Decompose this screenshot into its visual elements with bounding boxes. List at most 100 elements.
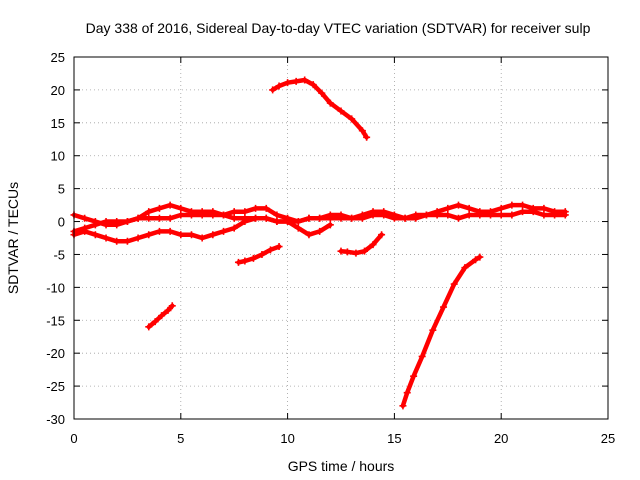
data-point bbox=[472, 256, 480, 264]
data-point bbox=[275, 82, 283, 90]
data-point bbox=[145, 231, 153, 239]
data-point bbox=[418, 352, 426, 360]
data-point bbox=[113, 218, 121, 226]
data-point bbox=[465, 204, 473, 212]
data-point bbox=[145, 214, 153, 222]
data-point bbox=[294, 224, 302, 232]
data-point bbox=[508, 201, 516, 209]
data-point bbox=[177, 211, 185, 219]
data-point bbox=[390, 214, 398, 222]
y-tick-label: -15 bbox=[46, 313, 65, 328]
data-point bbox=[401, 214, 409, 222]
data-point bbox=[151, 318, 159, 326]
data-point bbox=[369, 211, 377, 219]
data-point bbox=[454, 214, 462, 222]
data-point bbox=[220, 211, 228, 219]
data-point bbox=[168, 302, 176, 310]
data-point bbox=[326, 99, 334, 107]
x-tick-label: 0 bbox=[70, 431, 77, 446]
y-tick-label: -5 bbox=[53, 247, 65, 262]
data-point bbox=[380, 211, 388, 219]
data-point bbox=[209, 231, 217, 239]
data-point bbox=[234, 258, 242, 266]
data-point bbox=[301, 76, 309, 84]
y-tick-label: 0 bbox=[58, 215, 65, 230]
plot-frame bbox=[73, 56, 609, 420]
y-axis-label: SDTVAR / TECUs bbox=[5, 182, 21, 294]
data-point bbox=[258, 250, 266, 258]
data-point bbox=[102, 234, 110, 242]
data-point bbox=[508, 211, 516, 219]
y-tick-label: -20 bbox=[46, 346, 65, 361]
data-point bbox=[476, 211, 484, 219]
series-track-h bbox=[399, 253, 484, 410]
data-point bbox=[410, 372, 418, 380]
data-point bbox=[309, 81, 317, 89]
data-point bbox=[343, 248, 351, 256]
data-point bbox=[360, 247, 368, 255]
data-point bbox=[358, 127, 366, 135]
data-point bbox=[198, 211, 206, 219]
data-point bbox=[326, 221, 334, 229]
grid bbox=[74, 57, 608, 419]
data-point bbox=[487, 211, 495, 219]
data-point bbox=[444, 204, 452, 212]
data-point bbox=[369, 241, 377, 249]
series-track-g bbox=[337, 231, 386, 257]
data-point bbox=[209, 211, 217, 219]
series-track-e bbox=[234, 243, 283, 266]
data-point bbox=[113, 237, 121, 245]
data-point bbox=[440, 303, 448, 311]
data-point bbox=[198, 234, 206, 242]
data-point bbox=[476, 253, 484, 261]
data-point bbox=[450, 280, 458, 288]
data-point bbox=[337, 247, 345, 255]
data-point bbox=[123, 218, 131, 226]
data-point bbox=[352, 249, 360, 257]
data-point bbox=[399, 402, 407, 410]
data-point bbox=[316, 214, 324, 222]
data-point bbox=[273, 211, 281, 219]
x-tick-label: 25 bbox=[601, 431, 615, 446]
data-point bbox=[403, 389, 411, 397]
data-point bbox=[337, 214, 345, 222]
data-point bbox=[497, 211, 505, 219]
data-point bbox=[316, 227, 324, 235]
data-point bbox=[81, 214, 89, 222]
data-point bbox=[540, 204, 548, 212]
data-point bbox=[519, 208, 527, 216]
data-point bbox=[461, 264, 469, 272]
data-point bbox=[145, 323, 153, 331]
ticks: 0 5 10 15 20 25 -30 -25 -20 -15 -10 -5 0 5 10 15 20 25 bbox=[46, 50, 615, 446]
data-point bbox=[145, 208, 153, 216]
data-point bbox=[318, 89, 326, 97]
data-point bbox=[358, 214, 366, 222]
data-point bbox=[164, 306, 172, 314]
data-point bbox=[454, 201, 462, 209]
data-point bbox=[262, 214, 270, 222]
data-point bbox=[465, 211, 473, 219]
data-point bbox=[412, 214, 420, 222]
data-point bbox=[241, 208, 249, 216]
y-tick-label: 10 bbox=[51, 149, 65, 164]
data-point bbox=[220, 227, 228, 235]
data-point bbox=[519, 201, 527, 209]
data-point bbox=[284, 79, 292, 87]
series-layer bbox=[70, 76, 569, 410]
y-tick-label: -25 bbox=[46, 379, 65, 394]
series-line bbox=[400, 254, 483, 409]
data-point bbox=[444, 211, 452, 219]
data-point bbox=[155, 204, 163, 212]
data-point bbox=[252, 204, 260, 212]
series-line bbox=[270, 77, 369, 140]
data-point bbox=[230, 214, 238, 222]
data-point bbox=[275, 243, 283, 251]
data-point bbox=[249, 254, 257, 262]
data-point bbox=[326, 214, 334, 222]
data-point bbox=[378, 231, 386, 239]
data-point bbox=[284, 218, 292, 226]
data-point bbox=[187, 231, 195, 239]
y-tick-label: 15 bbox=[51, 116, 65, 131]
data-point bbox=[337, 107, 345, 115]
